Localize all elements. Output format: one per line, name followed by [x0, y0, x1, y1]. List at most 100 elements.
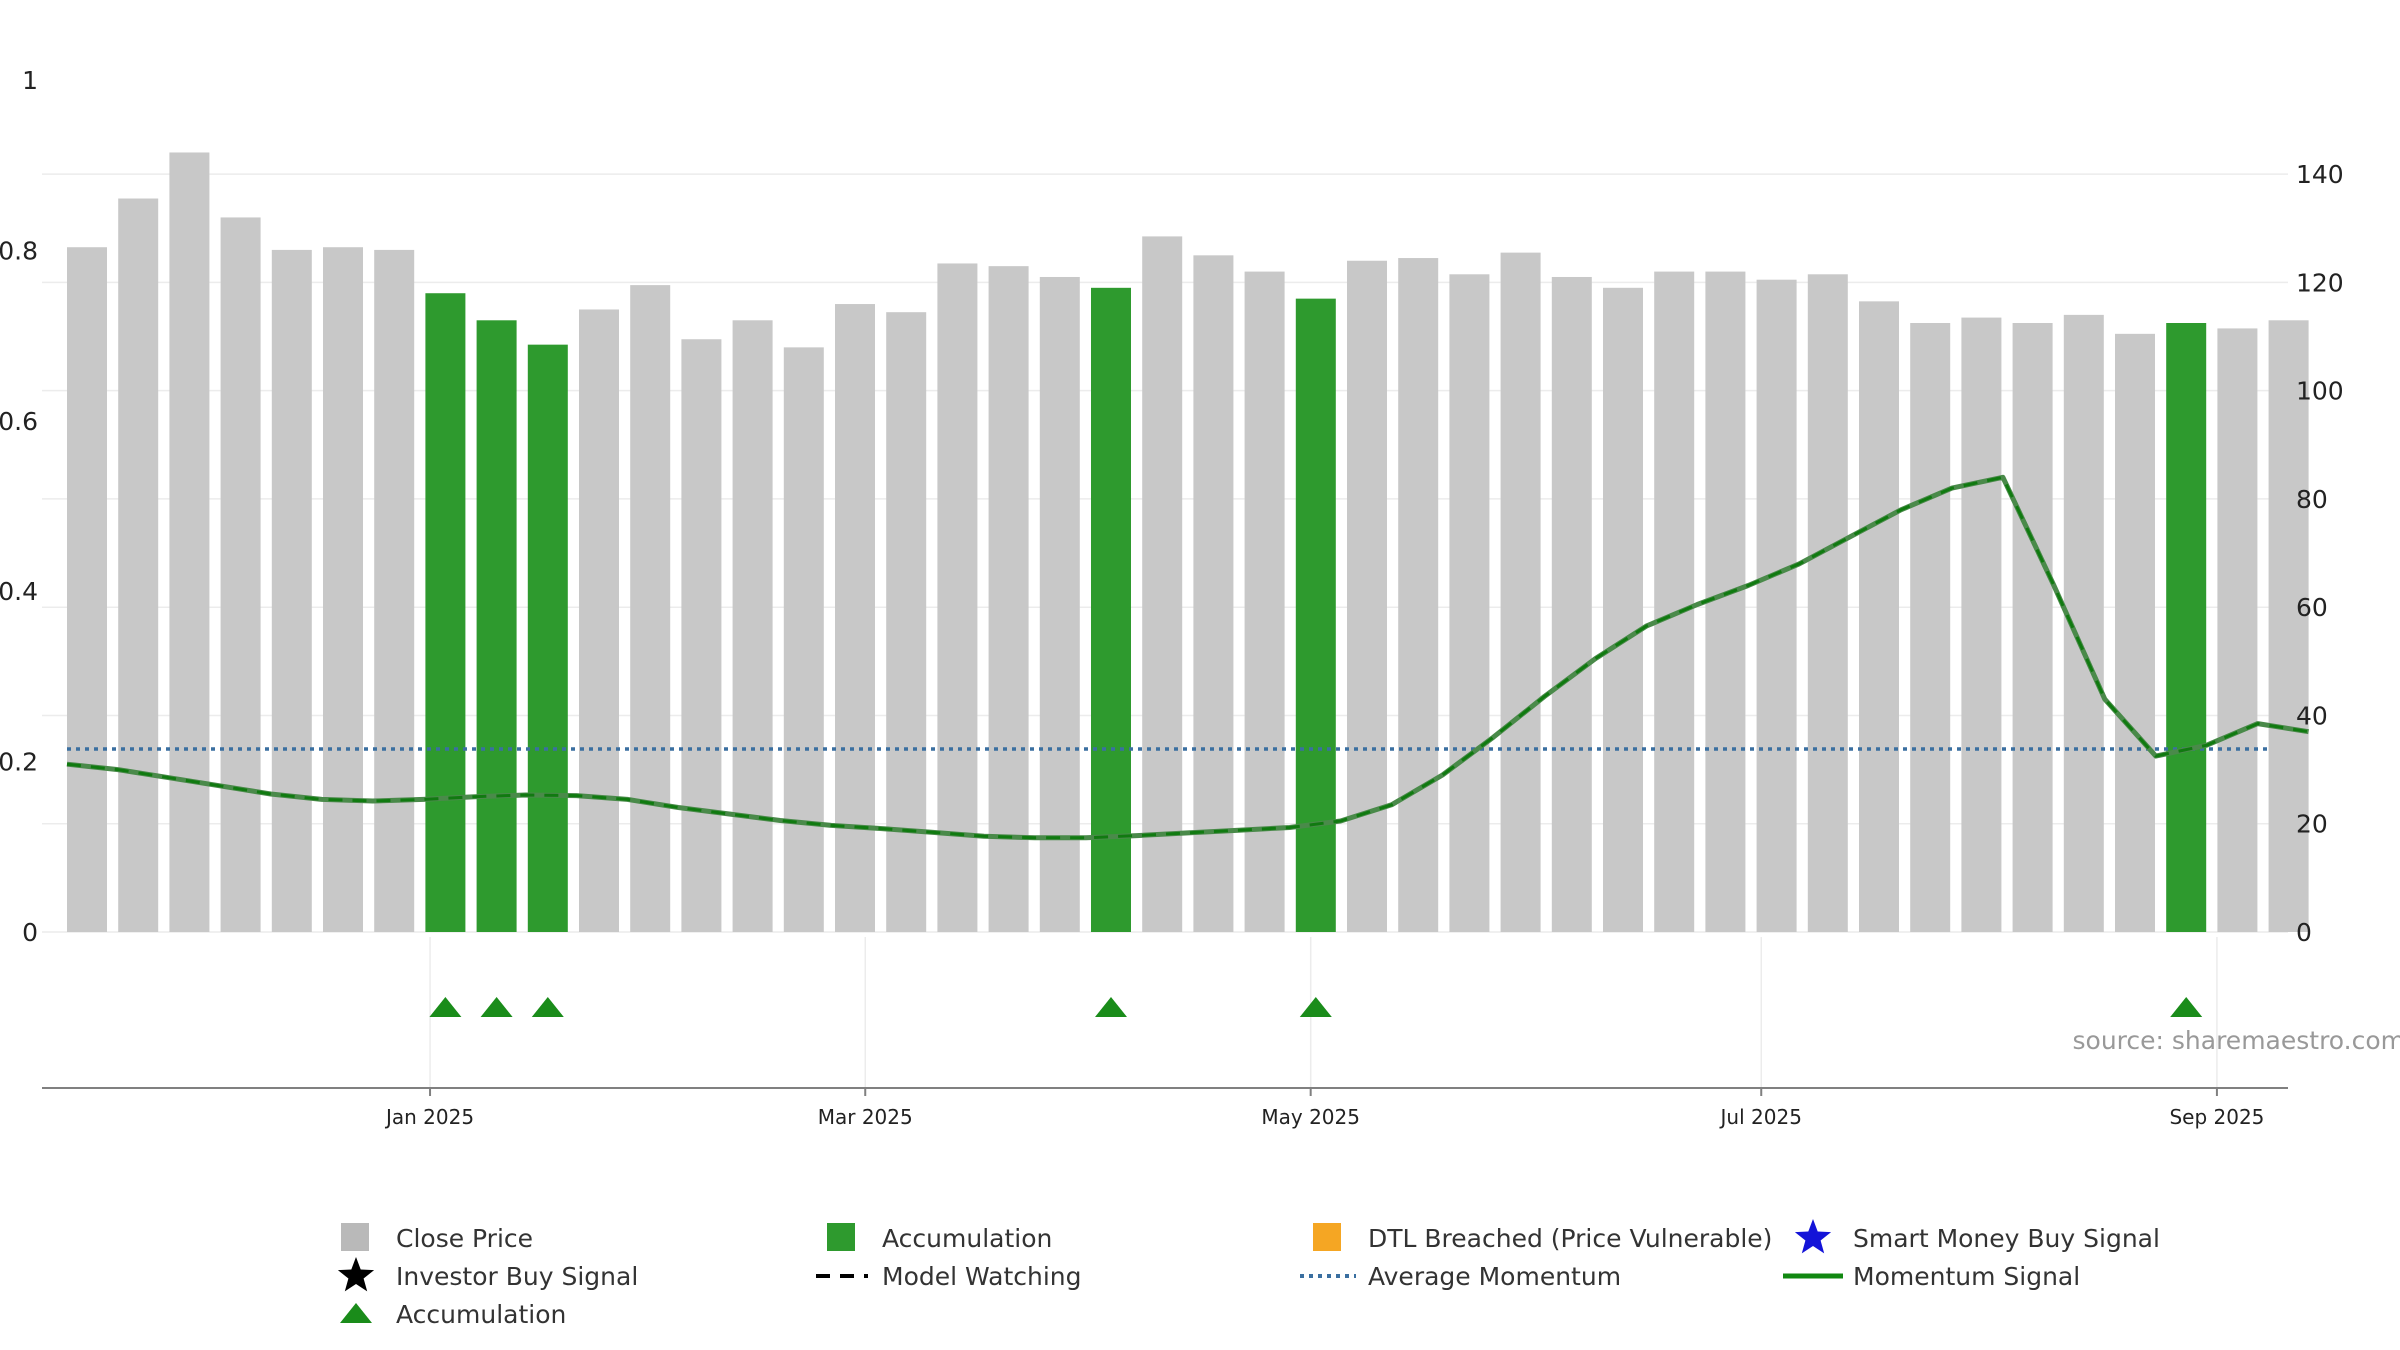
close-price-bar [2268, 320, 2309, 932]
accumulation-marker [2170, 997, 2203, 1017]
close-price-bar [2115, 333, 2155, 932]
accumulation-bar [425, 293, 466, 932]
accumulation-bar [1091, 287, 1131, 932]
close-price-bar [783, 347, 824, 932]
right-tick-label: 80 [2296, 485, 2328, 514]
legend-label: Momentum Signal [1853, 1262, 2080, 1291]
close-price-bar [1398, 258, 1439, 932]
legend-item: Average Momentum [1300, 1262, 1621, 1291]
close-price-bar [1654, 271, 1695, 932]
left-tick-label: 0.6 [0, 407, 38, 436]
accumulation-bar [476, 320, 517, 932]
close-price-bar [1142, 236, 1183, 933]
close-price-bar [1347, 260, 1387, 932]
momentum-signal-line [66, 474, 2309, 841]
left-tick-label: 0 [22, 918, 38, 947]
left-tick-label: 0.2 [0, 748, 38, 777]
close-price-bar [681, 339, 722, 932]
close-price-bar [323, 247, 363, 933]
legend-label: Accumulation [396, 1300, 566, 1329]
accumulation-marker [531, 997, 564, 1017]
legend-item: Accumulation [340, 1300, 566, 1329]
close-price-bar [579, 309, 619, 932]
close-price-bar [1705, 271, 1746, 932]
left-tick-label: 1 [22, 66, 38, 95]
close-price-bar [1449, 274, 1490, 932]
close-price-bar [1961, 317, 2002, 932]
close-price-bar [1039, 276, 1080, 932]
close-price-bar [988, 266, 1029, 932]
accumulation-bar [2166, 323, 2207, 932]
legend-item: DTL Breached (Price Vulnerable) [1313, 1223, 1772, 1253]
legend-item: Investor Buy Signal [337, 1257, 638, 1292]
right-tick-label: 0 [2296, 918, 2312, 947]
green-square-icon [827, 1223, 855, 1251]
close-price-bar [1756, 279, 1797, 932]
legend-label: Accumulation [882, 1224, 1052, 1253]
source-label: source: sharemaestro.com [2073, 1026, 2400, 1055]
close-price-bar [2217, 328, 2258, 932]
right-axis: 0 20 40 60 80 100 120 140 [2296, 160, 2344, 947]
left-tick-label: 0.8 [0, 236, 38, 265]
legend-label: Average Momentum [1368, 1262, 1621, 1291]
legend-label: Investor Buy Signal [396, 1262, 638, 1291]
x-tick-label: Sep 2025 [2169, 1105, 2264, 1129]
grey-square-icon [341, 1223, 369, 1251]
green-triangle-icon [340, 1303, 372, 1323]
legend-item: Close Price [341, 1223, 533, 1253]
legend-label: Close Price [396, 1224, 533, 1253]
left-tick-label: 0.4 [0, 577, 38, 606]
close-price-bar [1193, 255, 1234, 933]
close-price-bar [1859, 301, 1899, 932]
left-axis: 0 0.2 0.4 0.6 0.8 1 [0, 66, 38, 947]
legend-item: Model Watching [816, 1262, 1082, 1291]
legend-label: DTL Breached (Price Vulnerable) [1368, 1224, 1772, 1253]
accumulation-bar [1295, 298, 1336, 932]
close-price-bar [1603, 287, 1643, 932]
legend-label: Smart Money Buy Signal [1853, 1224, 2160, 1253]
close-price-bar [220, 217, 261, 932]
close-price-bar [2012, 323, 2053, 932]
x-tick-label: Jul 2025 [1719, 1105, 1802, 1129]
close-price-bar [1500, 252, 1541, 933]
close-price-bar [374, 249, 415, 933]
close-price-bar [1807, 274, 1848, 932]
x-tick-label: Jan 2025 [384, 1105, 474, 1129]
x-axis: Jan 2025 Mar 2025 May 2025 Jul 2025 Sep 2025 [42, 1087, 2288, 1129]
right-tick-label: 60 [2296, 593, 2328, 622]
orange-square-icon [1313, 1223, 1341, 1251]
legend-label: Model Watching [882, 1262, 1082, 1291]
accumulation-marker [1095, 997, 1127, 1017]
black-star-icon [337, 1257, 375, 1292]
close-price-bar [67, 247, 107, 933]
x-tick-label: May 2025 [1261, 1105, 1360, 1129]
right-tick-label: 140 [2296, 160, 2344, 189]
right-tick-label: 20 [2296, 810, 2328, 839]
close-price-bar [169, 152, 210, 933]
accumulation-marker [480, 997, 513, 1017]
accumulation-marker [429, 997, 462, 1017]
right-tick-label: 120 [2296, 268, 2344, 297]
close-price-bar [886, 312, 927, 932]
close-price-bar [1244, 271, 1285, 932]
close-price-bar [1910, 323, 1951, 932]
close-price-bar [1551, 276, 1592, 932]
blue-star-icon [1794, 1219, 1832, 1254]
close-price-bar [937, 263, 978, 932]
legend: Close Price Accumulation DTL Breached (Pri… [337, 1219, 2160, 1329]
accumulation-bar [527, 344, 568, 932]
legend-item: Accumulation [827, 1223, 1052, 1253]
momentum-signal-line [66, 474, 2309, 841]
legend-item: Momentum Signal [1783, 1262, 2080, 1291]
close-price-bar [630, 285, 671, 932]
legend-item: Smart Money Buy Signal [1794, 1219, 2160, 1254]
accumulation-markers [429, 997, 2203, 1017]
accumulation-marker [1299, 997, 1332, 1017]
close-price-bar [732, 320, 773, 932]
close-price-bar [835, 304, 875, 932]
close-price-bar [118, 198, 159, 932]
right-tick-label: 100 [2296, 377, 2344, 406]
x-tick-label: Mar 2025 [818, 1105, 913, 1129]
right-tick-label: 40 [2296, 701, 2328, 730]
